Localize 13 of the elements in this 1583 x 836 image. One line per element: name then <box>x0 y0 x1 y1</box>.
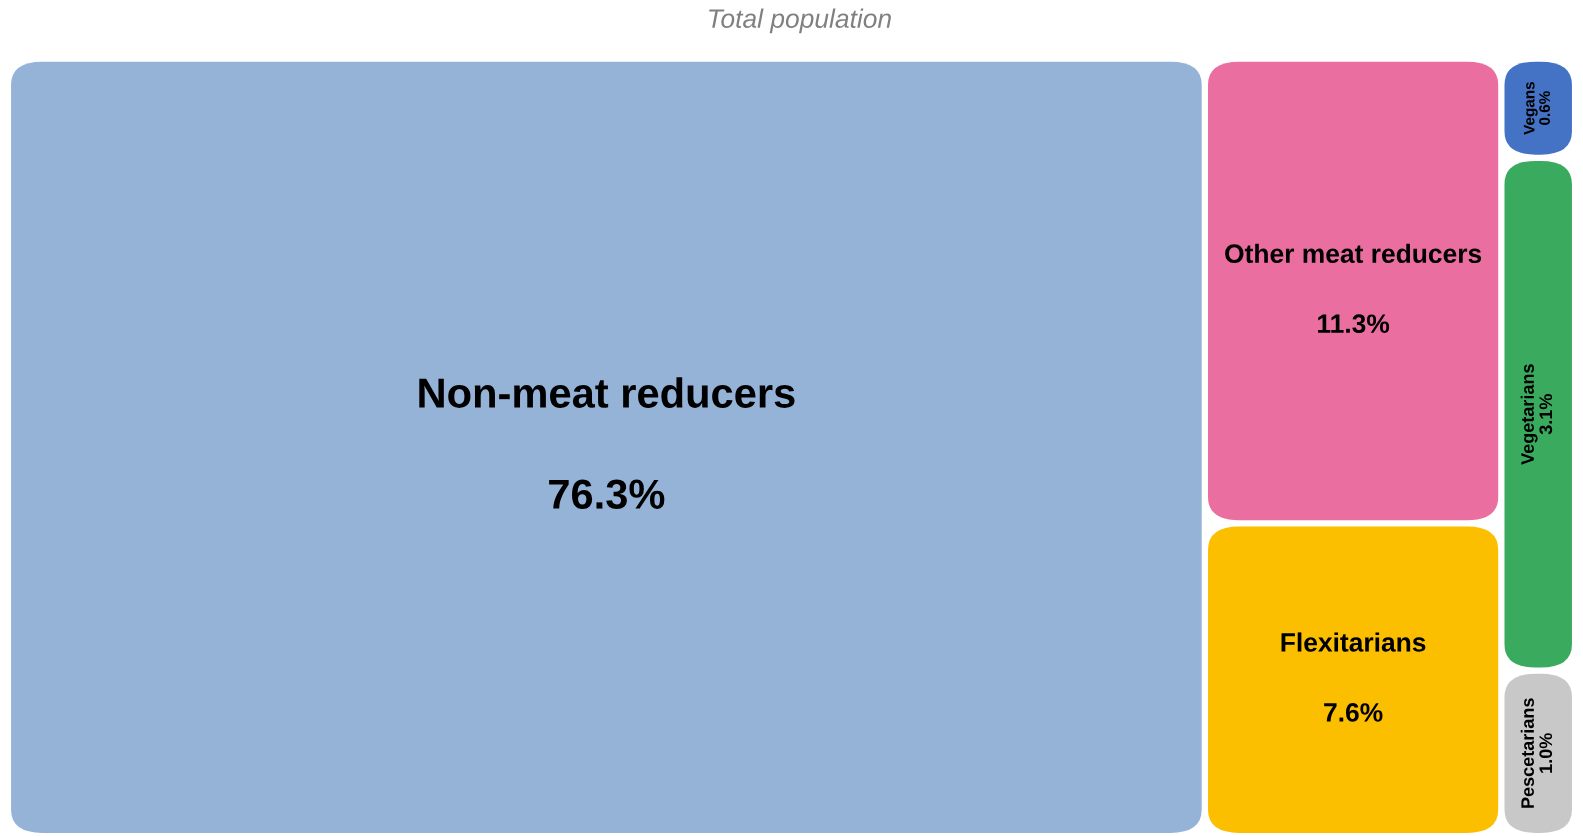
category-label: Other meat reducers <box>1225 243 1482 264</box>
category-label: Pescetarians <box>1520 698 1534 808</box>
data-label: 11.3% <box>1318 314 1390 334</box>
category-label: Non-meat reducers <box>419 377 795 408</box>
data-label: 1.0% <box>1539 733 1553 773</box>
data-label: 7.6% <box>1324 703 1383 722</box>
text: Total population <box>709 8 891 34</box>
data-label: 0.6% <box>1539 91 1550 125</box>
data-label: 3.1% <box>1539 394 1553 435</box>
category-label: Vegetarians <box>1520 364 1538 465</box>
category-label: Flexitarians <box>1281 632 1426 652</box>
category-label: Vegans <box>1523 82 1538 135</box>
data-label: 76.3% <box>549 479 665 510</box>
